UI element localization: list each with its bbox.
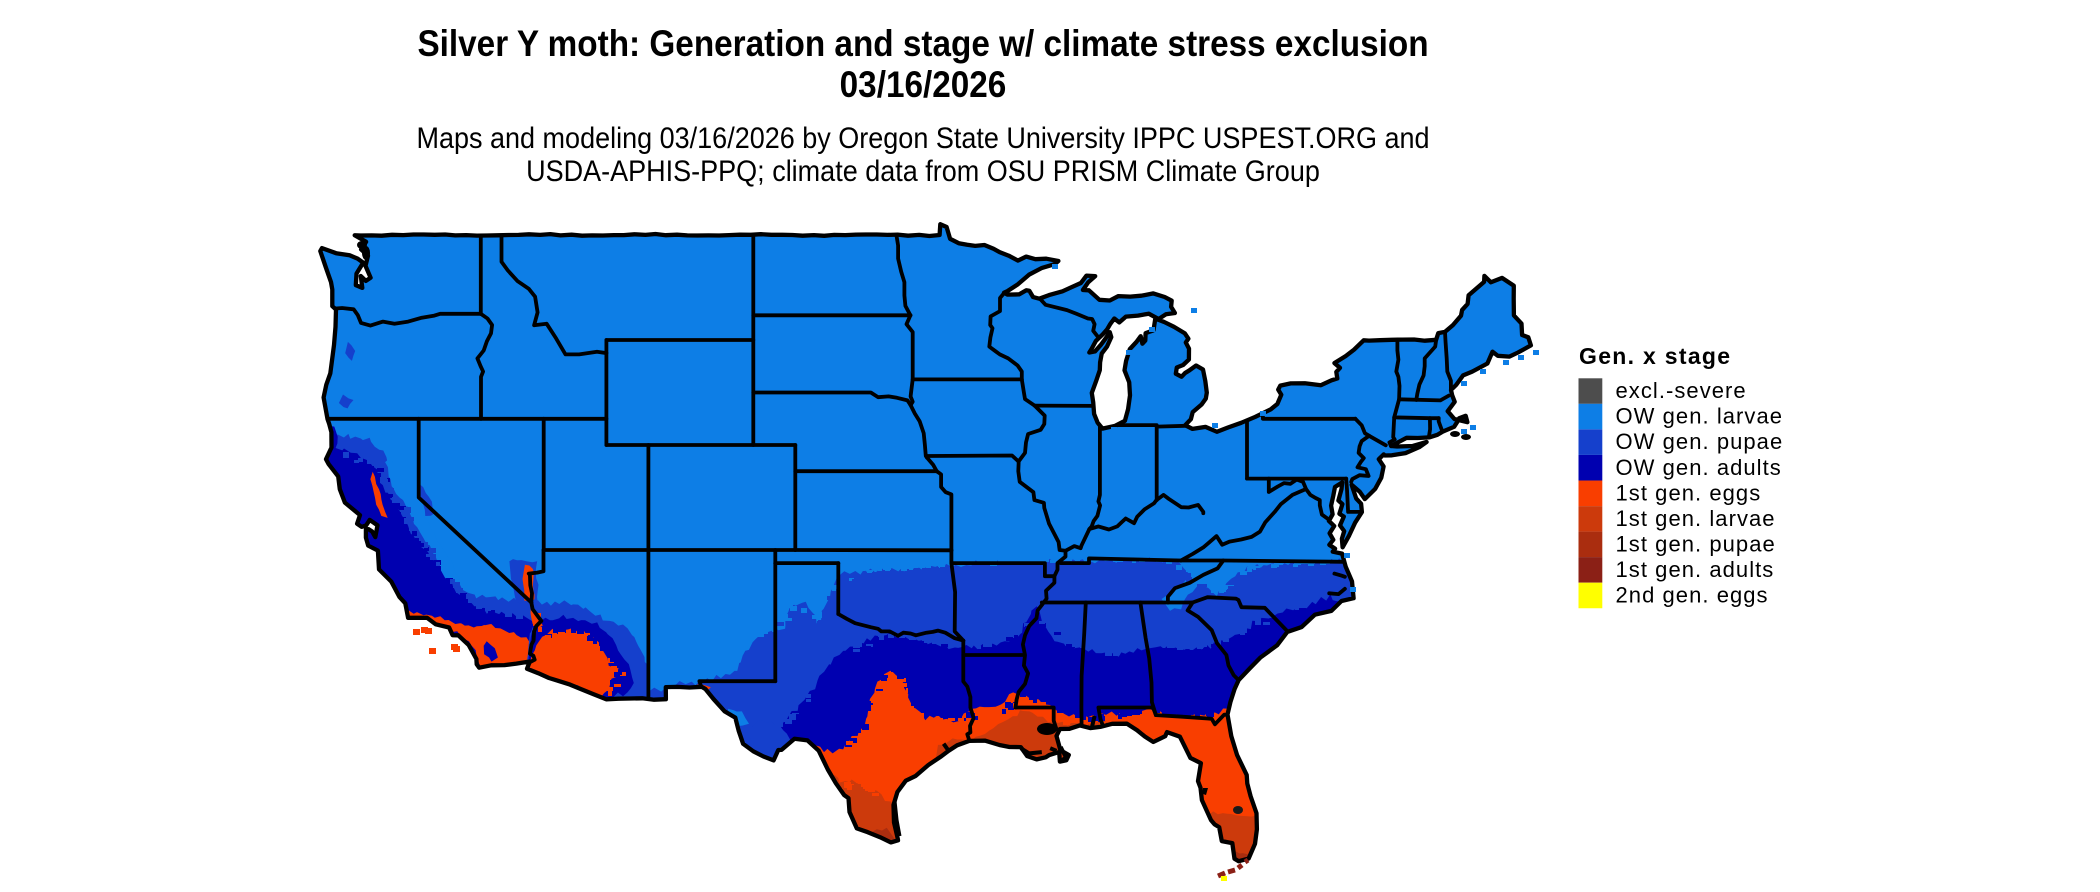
svg-text:OW gen. adults: OW gen. adults: [1616, 455, 1782, 480]
svg-text:excl.-severe: excl.-severe: [1616, 378, 1747, 403]
svg-text:1st gen. pupae: 1st gen. pupae: [1616, 531, 1776, 556]
svg-text:2nd gen. eggs: 2nd gen. eggs: [1616, 583, 1769, 608]
svg-text:1st gen. adults: 1st gen. adults: [1616, 557, 1775, 582]
svg-text:Gen. x stage: Gen. x stage: [1579, 343, 1731, 369]
svg-text:1st gen. eggs: 1st gen. eggs: [1616, 480, 1762, 505]
svg-text:OW gen. larvae: OW gen. larvae: [1616, 404, 1784, 429]
svg-text:OW gen. pupae: OW gen. pupae: [1616, 429, 1784, 454]
svg-text:1st gen. larvae: 1st gen. larvae: [1616, 506, 1776, 531]
